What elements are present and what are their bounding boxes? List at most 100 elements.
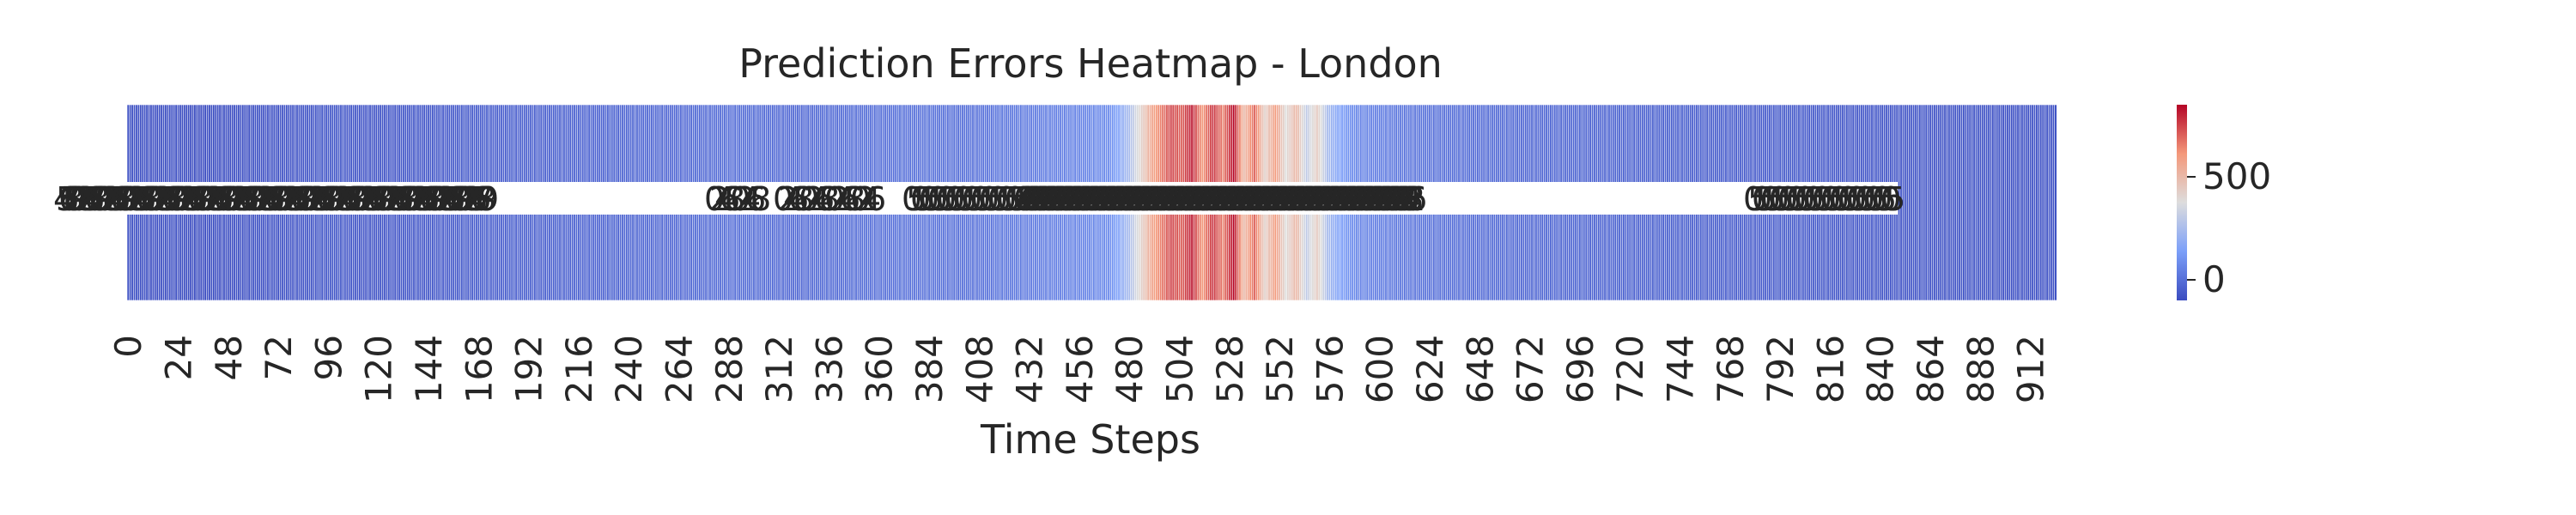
cell-annotation-glyph: 2: [1379, 180, 1400, 218]
cell-annotation-glyph: 0: [910, 180, 931, 218]
x-tick-label: 264: [659, 335, 701, 403]
cell-annotation-glyph: 6: [1346, 180, 1367, 218]
cell-annotation-glyph: 8: [725, 180, 745, 218]
cell-annotation-glyph: 4: [1298, 180, 1319, 218]
cell-annotation-glyph: 0: [987, 180, 1008, 218]
cell-annotation-glyph: 0: [936, 180, 957, 218]
cell-annotation-glyph: 8: [1386, 180, 1406, 218]
cell-annotation-glyph: 0: [850, 180, 871, 218]
cell-annotation-glyph: 5: [185, 180, 205, 218]
cell-annotation-glyph: 0: [970, 180, 991, 218]
cell-annotation-glyph: 5: [1799, 180, 1820, 218]
cell-annotation-glyph: 4: [440, 180, 460, 218]
cell-annotation-glyph: 5: [1790, 180, 1811, 218]
cell-annotation-glyph: 5: [313, 180, 334, 218]
cell-annotation-glyph: 4: [1247, 180, 1267, 218]
cell-annotation-glyph: 5: [416, 180, 437, 218]
cell-annotation-glyph: 7: [319, 180, 339, 218]
cell-annotation-glyph: 0: [94, 180, 115, 218]
cell-annotation-glyph: 4: [311, 180, 331, 218]
cell-annotation-glyph: 4: [1101, 180, 1121, 218]
cell-annotation-glyph: 0: [378, 180, 398, 218]
cell-annotation-glyph: 3: [386, 180, 406, 218]
cell-annotation-glyph: 3: [257, 180, 277, 218]
cell-annotation-glyph: 9: [272, 180, 293, 218]
cell-annotation-glyph: 5: [1876, 180, 1897, 218]
cell-annotation-glyph: 0: [1133, 180, 1154, 218]
cell-annotation-glyph: 4: [362, 180, 383, 218]
cell-annotation-glyph: 9: [92, 180, 112, 218]
heatmap-cell: [2054, 104, 2057, 301]
cell-annotation-glyph: 4: [208, 180, 228, 218]
cell-annotation-glyph: 2: [855, 180, 876, 218]
cell-annotation-glyph: 4: [1341, 180, 1362, 218]
cell-annotation-glyph: 6: [1097, 180, 1118, 218]
cell-annotation-glyph: 8: [1309, 180, 1329, 218]
cell-annotation-glyph: 4: [182, 180, 203, 218]
cell-annotation-glyph: 5: [56, 180, 76, 218]
x-tick-label: 48: [208, 335, 250, 380]
cell-annotation-glyph: 3: [360, 180, 380, 218]
cell-annotation-glyph: 2: [778, 180, 799, 218]
cell-annotation-glyph: 6: [1235, 180, 1255, 218]
cell-annotation-glyph: 6: [1123, 180, 1144, 218]
cell-annotation-glyph: 4: [1384, 180, 1405, 218]
cell-annotation-glyph: 2: [1336, 180, 1357, 218]
cell-annotation-glyph: 5: [1782, 180, 1802, 218]
cell-annotation-glyph: 2: [1396, 180, 1417, 218]
cell-annotation-glyph: 4: [53, 180, 74, 218]
cell-annotation-glyph: 6: [213, 180, 234, 218]
cell-annotation-glyph: 5: [339, 180, 360, 218]
cell-annotation-glyph: 4: [1066, 180, 1087, 218]
cell-annotation-glyph: 4: [1350, 180, 1370, 218]
cell-annotation-glyph: 4: [1058, 180, 1078, 218]
cell-annotation-glyph: 8: [141, 180, 161, 218]
cell-annotation-glyph: 5: [1816, 180, 1837, 218]
cell-annotation-glyph: 7: [241, 180, 262, 218]
cell-annotation-glyph: 0: [919, 180, 939, 218]
cell-annotation-glyph: 0: [1340, 180, 1360, 218]
x-tick-label: 600: [1359, 335, 1401, 403]
cell-annotation-glyph: 4: [1401, 180, 1422, 218]
cell-annotation-glyph: 5: [966, 180, 987, 218]
cell-annotation-glyph: 8: [1343, 180, 1364, 218]
cell-annotation-glyph: 7: [164, 180, 185, 218]
cell-annotation-glyph: 0: [275, 180, 295, 218]
cell-annotation-glyph: 2: [1242, 180, 1262, 218]
cell-annotation-glyph: 8: [89, 180, 110, 218]
cell-annotation-glyph: 7: [61, 180, 82, 218]
cell-annotation-glyph: 7: [344, 180, 365, 218]
x-tick-label: 192: [508, 335, 550, 403]
cell-annotation-glyph: 1: [71, 180, 92, 218]
cell-annotation-glyph: 2: [1190, 180, 1211, 218]
cell-annotation-glyph: 5: [1842, 180, 1862, 218]
cell-annotation-glyph: 7: [267, 180, 288, 218]
cell-annotation-glyph: 5: [236, 180, 257, 218]
cell-annotation-glyph: 4: [1075, 180, 1096, 218]
cell-annotation-glyph: 2: [1216, 180, 1236, 218]
cell-annotation-glyph: 4: [1281, 180, 1302, 218]
cell-annotation-glyph: 4: [1264, 180, 1285, 218]
cell-annotation-glyph: 2: [228, 180, 249, 218]
cell-annotation-glyph: 1: [355, 180, 375, 218]
cell-annotation-glyph: 4: [259, 180, 280, 218]
cell-annotation-glyph: 4: [1084, 180, 1104, 218]
x-tick-label: 576: [1309, 335, 1351, 403]
cell-annotation-glyph: 2: [151, 180, 172, 218]
cell-annotation-glyph: 5: [1000, 180, 1021, 218]
cell-annotation-glyph: 4: [860, 180, 881, 218]
cell-annotation-glyph: 6: [1157, 180, 1178, 218]
cell-annotation-glyph: 6: [1406, 180, 1427, 218]
cell-annotation-glyph: 5: [914, 180, 935, 218]
cell-annotation-glyph: 0: [962, 180, 982, 218]
cell-annotation-glyph: 8: [1103, 180, 1123, 218]
cell-annotation-glyph: 0: [953, 180, 974, 218]
cell-annotation-glyph: 0: [979, 180, 999, 218]
cell-annotation-glyph: 6: [1080, 180, 1101, 218]
cell-annotation-glyph: 3: [334, 180, 355, 218]
cell-annotation-glyph: 9: [453, 180, 473, 218]
cell-annotation-glyph: 6: [1115, 180, 1135, 218]
cell-annotation-glyph: 4: [835, 180, 855, 218]
cell-annotation-glyph: 0: [1099, 180, 1120, 218]
cell-annotation-glyph: 5: [262, 180, 283, 218]
